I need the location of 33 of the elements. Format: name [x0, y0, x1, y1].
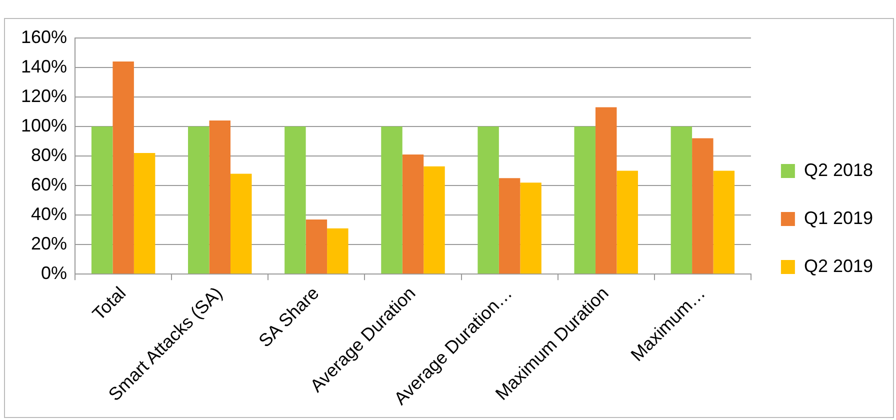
bar — [424, 166, 445, 274]
y-tick-label: 80% — [31, 144, 68, 165]
legend-label: Q2 2019 — [804, 256, 874, 276]
bar — [713, 170, 735, 274]
bar — [574, 126, 596, 274]
bar — [230, 174, 252, 274]
bar — [134, 153, 156, 274]
y-tick-label: 140% — [20, 56, 68, 76]
bar — [209, 120, 230, 274]
bar — [692, 138, 714, 274]
bar — [284, 126, 306, 274]
bar — [112, 61, 134, 274]
y-tick-label: 120% — [20, 86, 68, 106]
bar — [478, 126, 499, 274]
bar — [670, 126, 692, 274]
y-tick-label: 20% — [31, 234, 68, 254]
bar — [91, 126, 113, 274]
bar — [616, 170, 638, 274]
legend-label: Q1 2019 — [804, 208, 874, 228]
bar — [381, 126, 402, 274]
y-tick-label: 40% — [31, 204, 68, 224]
bar — [498, 178, 520, 274]
bar — [402, 154, 424, 274]
bar — [188, 126, 210, 274]
y-tick-label: 100% — [20, 115, 68, 136]
bar — [327, 228, 348, 274]
bar — [520, 182, 542, 274]
y-tick-label: 0% — [41, 263, 68, 284]
bar — [306, 220, 328, 274]
bar — [595, 107, 617, 274]
y-tick-label: 160% — [20, 26, 68, 47]
legend-label: Q2 2018 — [804, 160, 874, 180]
y-tick-label: 60% — [31, 174, 68, 195]
